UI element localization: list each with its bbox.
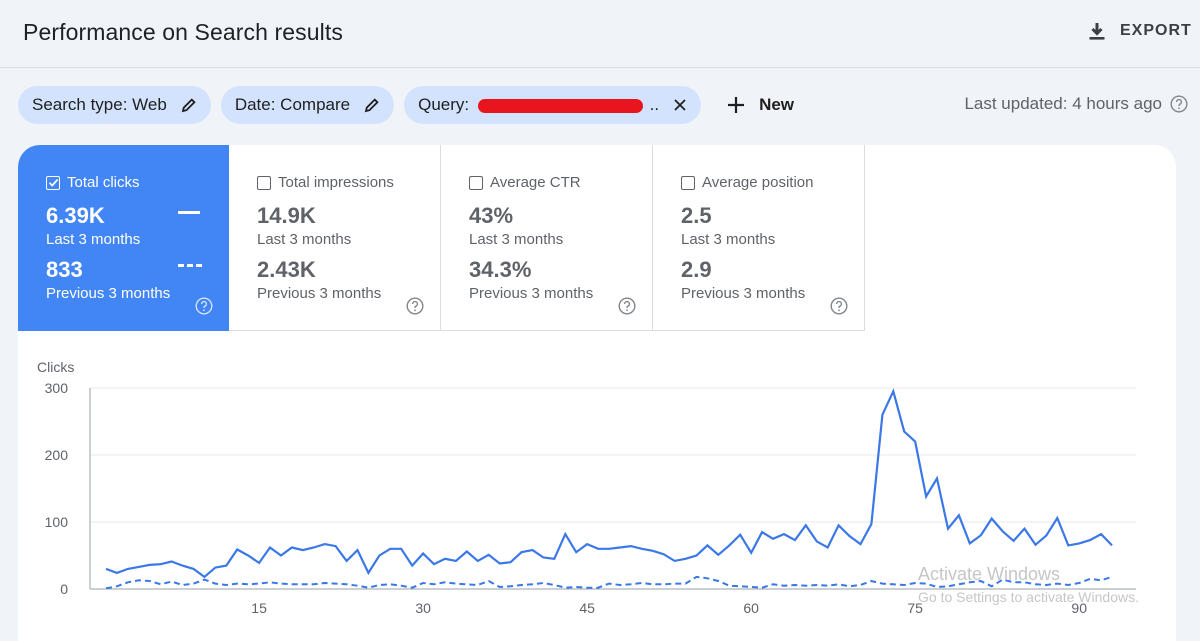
metric-tabs: Total clicks 6.39K Last 3 months 833 Pre… — [18, 145, 865, 331]
x-tick-label: 45 — [579, 600, 595, 616]
last-updated: Last updated: 4 hours ago — [964, 94, 1188, 114]
help-icon[interactable] — [830, 297, 848, 315]
metric-current-value: 43% — [469, 203, 514, 228]
metric-average-ctr[interactable]: Average CTR 43% Last 3 months 34.3% Prev… — [441, 145, 653, 331]
y-tick-label: 100 — [45, 514, 69, 530]
help-icon[interactable] — [195, 297, 213, 315]
watermark-subtitle: Go to Settings to activate Windows. — [918, 589, 1139, 605]
date-label: Date: Compare — [234, 95, 351, 114]
x-tick-label: 90 — [1071, 600, 1087, 616]
metric-current-label: Last 3 months — [46, 231, 141, 248]
query-label: Query: .. — [418, 95, 659, 115]
metric-previous-value: 2.43K — [257, 257, 316, 282]
checkbox-checked-icon[interactable] — [46, 175, 60, 190]
x-tick-label: 60 — [743, 600, 759, 616]
checkbox-unchecked-icon[interactable] — [257, 175, 271, 190]
x-tick-label: 75 — [907, 600, 923, 616]
export-label: EXPORT — [1120, 22, 1192, 39]
metric-title: Average position — [702, 174, 814, 191]
plus-icon — [728, 97, 745, 113]
new-label: New — [759, 95, 795, 114]
watermark-title: Activate Windows — [918, 564, 1060, 584]
series-previous-line — [105, 575, 1113, 590]
metric-current-label: Last 3 months — [681, 231, 776, 248]
y-tick-label: 300 — [45, 380, 69, 396]
search-type-chip[interactable]: Search type: Web — [18, 86, 211, 124]
query-prefix: Query: — [418, 95, 470, 114]
metric-title: Total impressions — [278, 174, 394, 191]
pencil-icon — [181, 98, 196, 113]
page-title: Performance on Search results — [23, 19, 343, 45]
clicks-chart: 0 100 200 300 15 30 45 60 75 90 Clicks Activate … — [18, 355, 1176, 641]
page-header: Performance on Search results EXPORT — [0, 0, 1200, 68]
redaction-mark — [477, 98, 643, 113]
metric-current-value: 2.5 — [681, 203, 712, 228]
metric-average-position[interactable]: Average position 2.5 Last 3 months 2.9 P… — [653, 145, 865, 331]
help-icon[interactable] — [406, 297, 424, 315]
metric-title: Average CTR — [490, 174, 581, 191]
checkbox-unchecked-icon[interactable] — [469, 175, 483, 190]
new-filter-button[interactable]: New — [721, 95, 800, 115]
y-tick-label: 200 — [45, 447, 69, 463]
metric-total-impressions[interactable]: Total impressions 14.9K Last 3 months 2.… — [229, 145, 441, 331]
download-icon — [1089, 23, 1105, 40]
x-tick-label: 15 — [251, 600, 267, 616]
performance-card: Total clicks 6.39K Last 3 months 833 Pre… — [18, 145, 1176, 641]
filter-bar: Search type: Web Date: Compare Query: ..… — [18, 86, 800, 124]
query-chip[interactable]: Query: .. — [404, 86, 702, 124]
export-button[interactable]: EXPORT — [1086, 16, 1192, 46]
metric-previous-label: Previous 3 months — [469, 285, 594, 302]
metric-previous-value: 34.3% — [469, 257, 532, 282]
last-updated-text: Last updated: 4 hours ago — [964, 94, 1162, 113]
metric-previous-label: Previous 3 months — [46, 285, 171, 302]
metric-previous-value: 833 — [46, 257, 83, 282]
y-tick-label: 0 — [60, 581, 68, 597]
pencil-icon — [364, 98, 379, 113]
chart-svg: 0 100 200 300 15 30 45 60 75 90 Clicks Activate … — [37, 359, 1139, 616]
metric-current-label: Last 3 months — [469, 231, 564, 248]
query-ellipsis: .. — [649, 95, 660, 114]
close-icon[interactable] — [673, 98, 687, 112]
search-type-label: Search type: Web — [32, 95, 167, 114]
legend-dashed-line-icon — [178, 264, 202, 267]
metric-previous-label: Previous 3 months — [257, 285, 382, 302]
metric-current-value: 14.9K — [257, 203, 316, 228]
checkbox-unchecked-icon[interactable] — [681, 175, 695, 190]
metric-title: Total clicks — [67, 174, 140, 191]
metric-previous-label: Previous 3 months — [681, 285, 806, 302]
metric-current-value: 6.39K — [46, 203, 105, 228]
metric-previous-value: 2.9 — [681, 257, 712, 282]
help-icon[interactable] — [618, 297, 636, 315]
y-axis-label: Clicks — [37, 359, 74, 375]
help-icon[interactable] — [1170, 95, 1188, 113]
legend-solid-line-icon — [178, 211, 200, 214]
metric-current-label: Last 3 months — [257, 231, 352, 248]
x-tick-label: 30 — [415, 600, 431, 616]
date-chip[interactable]: Date: Compare — [220, 86, 395, 124]
metric-total-clicks[interactable]: Total clicks 6.39K Last 3 months 833 Pre… — [18, 145, 229, 331]
series-current-line — [105, 388, 1113, 579]
